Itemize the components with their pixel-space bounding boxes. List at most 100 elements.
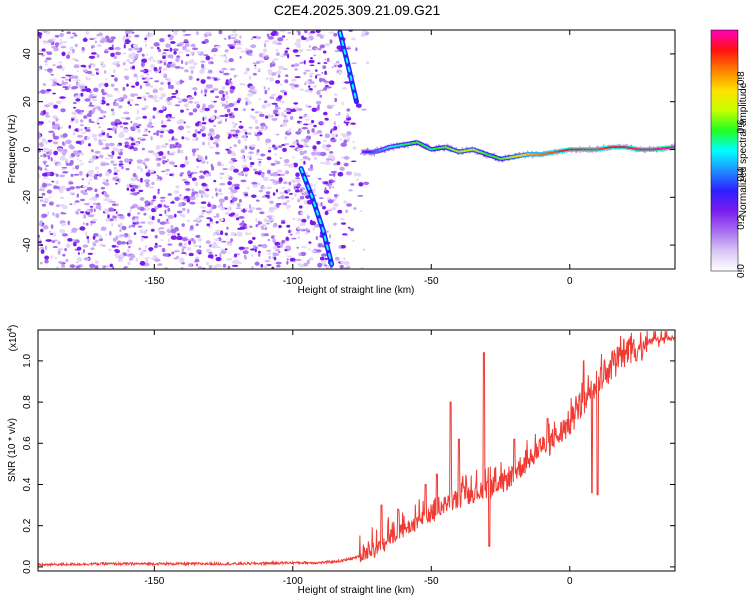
noise-blob	[226, 100, 228, 105]
noise-blob	[326, 230, 329, 232]
noise-blob	[61, 67, 65, 71]
noise-blob	[75, 44, 78, 48]
noise-blob	[199, 171, 203, 173]
noise-blob	[144, 38, 147, 41]
noise-blob	[191, 192, 195, 197]
noise-blob	[350, 183, 354, 185]
noise-blob	[82, 89, 88, 91]
noise-blob	[217, 264, 220, 267]
noise-blob	[153, 195, 157, 199]
noise-blob	[162, 248, 166, 253]
noise-blob	[277, 37, 283, 41]
noise-blob	[289, 182, 292, 186]
noise-blob	[221, 97, 226, 101]
noise-blob	[151, 199, 155, 201]
noise-blob	[49, 196, 51, 198]
noise-blob	[276, 134, 280, 136]
noise-blob	[131, 143, 136, 146]
noise-blob	[213, 89, 219, 91]
main-trace-core	[496, 158, 497, 159]
noise-blob	[153, 152, 156, 156]
noise-blob	[79, 171, 83, 176]
noise-blob	[173, 48, 179, 51]
noise-blob	[292, 141, 297, 145]
noise-blob	[303, 72, 306, 75]
noise-blob	[263, 186, 266, 189]
noise-blob	[316, 101, 321, 105]
noise-blob	[71, 242, 73, 244]
noise-blob	[291, 197, 293, 200]
noise-blob	[325, 211, 329, 215]
noise-blob	[166, 219, 168, 222]
noise-blob	[340, 261, 344, 263]
noise-blob	[148, 58, 151, 61]
noise-blob	[118, 105, 122, 108]
noise-blob	[207, 161, 209, 163]
noise-blob	[317, 130, 322, 134]
noise-blob	[158, 245, 162, 247]
noise-blob	[287, 54, 289, 58]
noise-blob	[117, 241, 122, 246]
noise-blob	[91, 96, 96, 98]
noise-blob	[70, 36, 74, 38]
noise-blob	[114, 99, 117, 101]
noise-blob	[209, 265, 213, 269]
noise-blob	[89, 95, 91, 99]
noise-blob	[126, 168, 130, 170]
noise-blob	[358, 182, 363, 186]
noise-blob	[226, 258, 232, 260]
noise-blob	[227, 243, 232, 246]
noise-blob	[116, 98, 121, 101]
noise-blob	[316, 90, 320, 95]
noise-blob	[164, 210, 166, 214]
noise-blob	[271, 94, 277, 96]
main-trace-core	[418, 143, 419, 144]
noise-blob	[154, 258, 159, 262]
noise-blob	[279, 83, 282, 85]
noise-blob	[106, 265, 108, 267]
noise-blob	[73, 131, 76, 136]
noise-blob	[271, 103, 277, 105]
noise-blob	[265, 116, 268, 119]
noise-blob	[44, 256, 49, 260]
noise-blob	[168, 153, 174, 155]
noise-blob	[276, 189, 278, 193]
noise-blob	[83, 244, 89, 247]
noise-blob	[249, 204, 251, 209]
noise-blob	[159, 231, 165, 235]
noise-blob	[295, 172, 300, 177]
noise-blob	[264, 90, 267, 95]
noise-blob	[179, 51, 183, 53]
noise-blob	[270, 173, 274, 176]
noise-blob	[300, 122, 303, 124]
noise-blob	[142, 108, 146, 111]
noise-blob	[301, 37, 306, 40]
noise-blob	[346, 115, 349, 118]
noise-blob	[148, 247, 153, 251]
noise-blob	[180, 80, 184, 85]
noise-blob	[219, 253, 221, 258]
noise-blob	[136, 75, 138, 80]
noise-blob	[262, 53, 265, 56]
noise-blob	[244, 147, 246, 151]
noise-blob	[247, 187, 249, 190]
noise-blob	[205, 156, 208, 160]
noise-blob	[276, 262, 282, 265]
noise-blob	[325, 161, 331, 165]
noise-blob	[360, 210, 363, 212]
noise-blob	[222, 168, 228, 170]
noise-blob	[124, 69, 129, 71]
noise-blob	[264, 86, 266, 89]
noise-blob	[84, 257, 90, 260]
noise-blob	[135, 82, 139, 87]
noise-blob	[232, 121, 235, 124]
noise-blob	[238, 216, 244, 219]
noise-blob	[323, 80, 327, 82]
noise-blob	[100, 61, 104, 64]
y-tick-label: 0.2	[22, 518, 33, 532]
noise-blob	[81, 252, 85, 255]
noise-blob	[303, 156, 309, 160]
noise-blob	[150, 47, 153, 49]
noise-blob	[163, 49, 169, 51]
